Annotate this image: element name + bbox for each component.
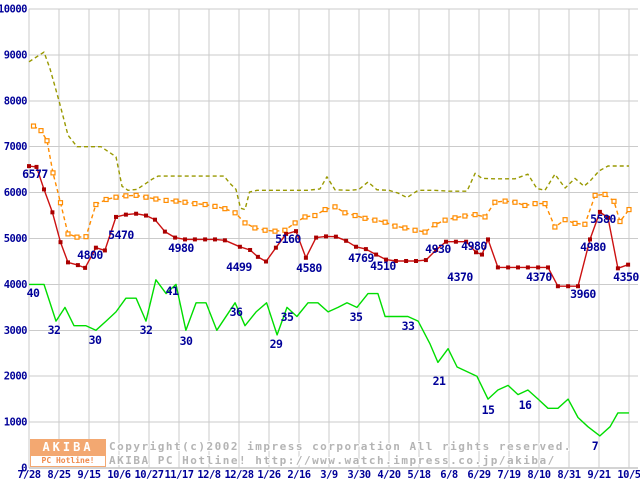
svg-text:6577: 6577	[22, 167, 48, 181]
svg-text:5000: 5000	[4, 233, 27, 245]
svg-text:4980: 4980	[168, 241, 194, 255]
svg-text:5160: 5160	[275, 232, 301, 246]
svg-text:5470: 5470	[108, 228, 134, 242]
svg-text:10/6: 10/6	[107, 469, 130, 480]
svg-text:16: 16	[519, 398, 532, 412]
svg-text:9000: 9000	[4, 49, 27, 61]
svg-text:30: 30	[89, 333, 102, 347]
svg-text:12/28: 12/28	[224, 469, 253, 480]
svg-text:11/17: 11/17	[164, 469, 193, 480]
svg-text:6/29: 6/29	[467, 469, 490, 480]
svg-text:35: 35	[350, 310, 363, 324]
svg-text:32: 32	[48, 323, 61, 337]
svg-text:4580: 4580	[296, 261, 322, 275]
svg-text:4/20: 4/20	[377, 469, 400, 480]
svg-text:4980: 4980	[580, 240, 606, 254]
copyright-line2: AKIBA PC Hotline! http://www.watch.impre…	[109, 453, 556, 467]
svg-text:5/18: 5/18	[407, 469, 430, 480]
svg-text:33: 33	[402, 319, 415, 333]
svg-text:8/25: 8/25	[47, 469, 70, 480]
svg-text:4980: 4980	[461, 239, 487, 253]
svg-text:12/8: 12/8	[197, 469, 220, 480]
svg-text:9/21: 9/21	[587, 469, 610, 480]
svg-text:4930: 4930	[425, 242, 451, 256]
svg-text:4350: 4350	[613, 270, 639, 284]
svg-text:8/10: 8/10	[527, 469, 550, 480]
svg-text:3/30: 3/30	[347, 469, 370, 480]
copyright-watermark: Copyright(c)2002 impress corporation All…	[109, 440, 572, 467]
svg-text:2000: 2000	[4, 371, 27, 383]
logo-pc-hotline-text: PC Hotline!	[30, 455, 106, 467]
svg-text:5580: 5580	[590, 212, 616, 226]
svg-text:6/8: 6/8	[440, 469, 458, 480]
logo-akiba-text: AKIBA	[30, 439, 106, 455]
svg-text:35: 35	[281, 310, 294, 324]
svg-text:6000: 6000	[4, 187, 27, 199]
svg-text:2/16: 2/16	[287, 469, 310, 480]
svg-text:9/15: 9/15	[77, 469, 100, 480]
svg-text:0: 0	[21, 463, 27, 475]
copyright-line1: Copyright(c)2002 impress corporation All…	[109, 440, 572, 453]
svg-text:40: 40	[27, 286, 40, 300]
svg-text:4499: 4499	[226, 260, 252, 274]
svg-text:4370: 4370	[447, 270, 473, 284]
svg-text:3000: 3000	[4, 325, 27, 337]
svg-text:7/28: 7/28	[17, 469, 40, 480]
svg-text:7/19: 7/19	[497, 469, 520, 480]
svg-text:10/27: 10/27	[134, 469, 163, 480]
svg-text:7: 7	[592, 439, 599, 453]
svg-text:1/26: 1/26	[257, 469, 280, 480]
svg-text:8/31: 8/31	[557, 469, 580, 480]
svg-text:30: 30	[180, 334, 193, 348]
svg-text:7000: 7000	[4, 141, 27, 153]
svg-text:21: 21	[433, 374, 446, 388]
svg-text:15: 15	[482, 403, 495, 417]
svg-text:1000: 1000	[4, 417, 27, 429]
svg-text:3960: 3960	[570, 287, 596, 301]
svg-text:10000: 10000	[0, 4, 27, 16]
svg-text:29: 29	[270, 337, 283, 351]
svg-text:10/5: 10/5	[617, 469, 640, 480]
svg-text:4800: 4800	[77, 248, 103, 262]
svg-text:8000: 8000	[4, 95, 27, 107]
akiba-pc-hotline-logo: AKIBA PC Hotline!	[30, 439, 106, 467]
svg-text:4510: 4510	[370, 259, 396, 273]
svg-text:4370: 4370	[526, 270, 552, 284]
svg-text:4000: 4000	[4, 279, 27, 291]
svg-text:36: 36	[230, 305, 243, 319]
svg-text:3/9: 3/9	[320, 469, 338, 480]
svg-text:32: 32	[140, 323, 153, 337]
svg-text:41: 41	[166, 284, 179, 298]
svg-text:4769: 4769	[348, 251, 374, 265]
